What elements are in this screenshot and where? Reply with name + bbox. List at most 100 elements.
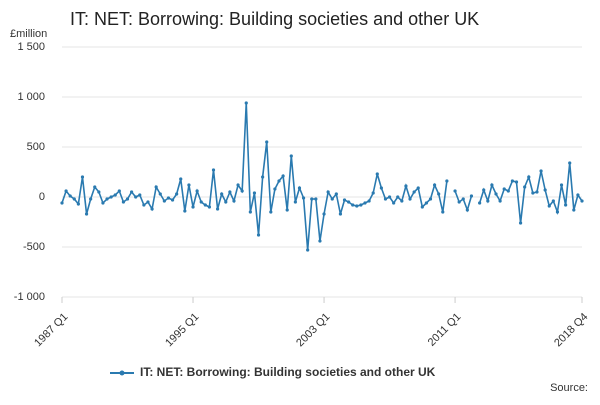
data-point — [441, 210, 445, 214]
data-point — [138, 193, 142, 197]
data-point — [273, 187, 277, 191]
data-point — [187, 183, 191, 187]
y-tick-label: 1 500 — [17, 41, 45, 53]
data-point — [338, 212, 343, 216]
data-point — [89, 197, 93, 201]
data-point — [113, 193, 117, 197]
data-point — [469, 194, 474, 198]
data-point — [142, 203, 146, 207]
data-point — [383, 197, 388, 201]
data-point — [420, 205, 424, 209]
data-point — [224, 200, 228, 204]
data-point — [236, 183, 240, 187]
data-point — [64, 189, 68, 193]
data-point — [179, 177, 183, 181]
data-point — [248, 210, 252, 214]
y-tick-label: -500 — [23, 241, 45, 253]
legend-label: IT: NET: Borrowing: Building societies a… — [140, 365, 436, 379]
data-point — [408, 197, 412, 201]
data-point — [539, 169, 543, 173]
data-point — [97, 190, 101, 194]
data-point — [457, 200, 461, 204]
data-point — [306, 248, 310, 252]
data-point — [342, 198, 347, 202]
data-point — [576, 193, 580, 197]
data-point — [170, 198, 175, 202]
chart-title: IT: NET: Borrowing: Building societies a… — [70, 9, 479, 29]
data-point — [277, 179, 281, 183]
data-point — [154, 185, 158, 189]
data-point — [80, 175, 85, 179]
data-point — [371, 191, 375, 195]
y-axis-label: £million — [10, 28, 47, 40]
data-point — [130, 190, 134, 194]
data-point — [269, 210, 273, 214]
legend-marker — [119, 370, 125, 376]
data-point — [445, 179, 449, 183]
data-point — [404, 184, 408, 188]
data-point — [547, 204, 551, 208]
data-point — [478, 201, 482, 205]
data-point — [105, 197, 109, 201]
data-point — [527, 175, 531, 179]
data-point — [506, 189, 510, 193]
data-point — [301, 196, 306, 200]
data-point — [396, 195, 400, 199]
data-point — [162, 199, 166, 203]
data-point — [281, 174, 285, 178]
data-point — [244, 101, 248, 105]
data-point — [482, 188, 486, 192]
data-point — [355, 204, 359, 208]
data-point — [183, 209, 187, 213]
data-point — [265, 140, 269, 144]
data-point — [220, 192, 224, 196]
data-point — [240, 189, 244, 193]
y-tick-label: 0 — [39, 191, 45, 203]
data-point — [93, 185, 97, 189]
data-point — [207, 205, 212, 209]
data-point — [375, 172, 379, 176]
data-point — [158, 192, 162, 196]
data-point — [416, 186, 420, 190]
data-point — [502, 187, 506, 191]
data-point — [175, 192, 179, 196]
data-point — [523, 185, 527, 189]
data-point — [72, 197, 76, 201]
data-point — [330, 197, 334, 201]
data-point — [84, 212, 89, 216]
data-point — [256, 233, 261, 237]
data-point — [232, 199, 236, 203]
data-point — [551, 199, 555, 203]
y-tick-label: 1 000 — [17, 91, 45, 103]
data-point — [289, 154, 293, 158]
series-line — [61, 102, 583, 251]
data-point — [117, 189, 121, 193]
data-point — [564, 203, 568, 207]
data-point — [559, 183, 564, 187]
data-point — [261, 175, 265, 179]
data-point — [453, 189, 457, 193]
data-point — [437, 192, 441, 196]
data-point — [498, 199, 502, 203]
data-point — [297, 186, 302, 190]
data-point — [392, 201, 396, 205]
data-point — [510, 179, 514, 183]
data-point — [146, 200, 150, 204]
data-point — [121, 200, 126, 204]
data-point — [134, 195, 138, 199]
data-point — [252, 191, 257, 195]
data-point — [535, 190, 539, 194]
data-point — [293, 200, 297, 204]
data-point — [310, 197, 314, 201]
x-tick-label: 1995 Q1 — [163, 311, 201, 349]
data-point — [543, 188, 547, 192]
data-point — [228, 190, 232, 194]
data-point — [60, 201, 64, 205]
x-tick-label: 2018 Q4 — [552, 311, 590, 349]
data-point — [465, 208, 469, 212]
data-point — [199, 200, 203, 204]
data-point — [150, 207, 154, 211]
data-point — [568, 161, 572, 165]
data-point — [191, 205, 195, 209]
